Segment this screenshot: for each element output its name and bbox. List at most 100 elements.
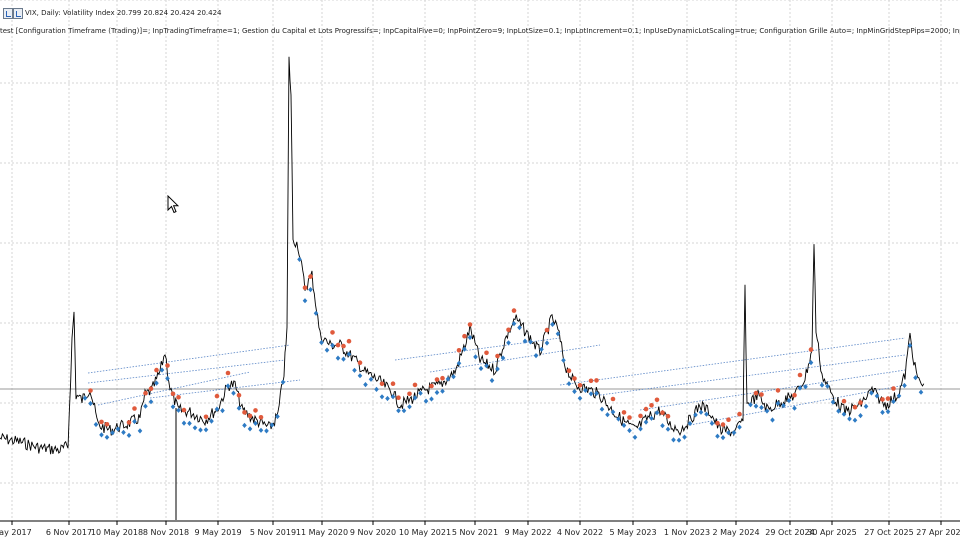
- sell-marker: [429, 383, 434, 389]
- sell-marker: [379, 381, 385, 387]
- sell-marker: [484, 350, 489, 356]
- grid-level-links: [87, 337, 906, 426]
- buy-marker: [82, 395, 88, 401]
- buy-marker: [88, 400, 93, 407]
- buy-marker: [841, 411, 847, 417]
- buy-marker: [891, 398, 896, 405]
- buy-marker: [671, 437, 676, 443]
- sell-marker: [858, 400, 863, 405]
- buy-marker: [858, 413, 863, 419]
- sell-marker: [737, 411, 742, 417]
- x-tick-label: 27 Apr 2026: [916, 528, 960, 537]
- x-tick-label: 11 May 2020: [296, 528, 348, 537]
- sell-marker: [462, 333, 467, 339]
- x-tick-label: 1 Nov 2023: [664, 528, 710, 537]
- buy-marker: [357, 373, 363, 379]
- buy-marker: [918, 389, 924, 395]
- buy-marker: [759, 404, 764, 411]
- x-tick-label: 27 Oct 2025: [864, 528, 913, 537]
- x-tick-label: 2 May 2024: [712, 528, 759, 537]
- sell-marker: [165, 363, 170, 368]
- buy-marker: [616, 416, 621, 422]
- buy-marker: [781, 402, 786, 409]
- sell-marker: [511, 308, 517, 313]
- sell-marker: [390, 381, 396, 387]
- x-tick-label: 10 May 2018: [91, 528, 143, 537]
- buy-marker: [104, 434, 110, 440]
- buy-marker: [418, 390, 423, 396]
- buy-marker: [121, 429, 126, 435]
- buy-marker: [341, 356, 346, 362]
- buy-marker: [907, 342, 913, 349]
- sell-marker: [775, 388, 781, 393]
- sell-marker: [346, 338, 352, 344]
- buy-marker: [803, 384, 808, 390]
- chart-header: VIX, Daily: Volatility Index 20.799 20.8…: [0, 0, 960, 40]
- buy-marker: [456, 360, 462, 366]
- sell-marker: [341, 343, 346, 349]
- buy-marker: [253, 420, 258, 426]
- buy-marker: [280, 379, 286, 385]
- indicator-icon[interactable]: [13, 8, 23, 19]
- sell-marker: [434, 377, 440, 382]
- sell-marker: [885, 396, 891, 401]
- sell-marker: [726, 417, 731, 423]
- buy-marker: [335, 355, 341, 361]
- sell-marker: [495, 353, 500, 359]
- buy-marker: [836, 408, 841, 414]
- buy-marker: [379, 394, 385, 400]
- chart-window-icon[interactable]: [3, 8, 13, 19]
- buy-marker: [385, 395, 390, 402]
- sell-marker: [841, 398, 847, 404]
- x-tick-label: 29 Oct 2024: [765, 528, 814, 537]
- sell-marker: [407, 391, 412, 397]
- buy-marker: [902, 382, 907, 389]
- buy-marker: [863, 403, 869, 409]
- buy-marker: [555, 331, 561, 337]
- buy-marker: [913, 375, 918, 381]
- grid-link-line: [87, 344, 291, 374]
- buy-marker: [126, 432, 132, 438]
- x-tick-label: 4 Nov 2022: [557, 528, 603, 537]
- buy-marker: [517, 325, 522, 331]
- buy-marker: [390, 394, 396, 400]
- buy-marker: [132, 418, 137, 425]
- buy-marker: [148, 399, 154, 405]
- buy-marker: [143, 403, 148, 409]
- x-tick-label: 5 Nov 2021: [452, 528, 498, 537]
- sell-marker: [247, 413, 253, 419]
- buy-marker: [797, 385, 803, 391]
- buy-marker: [627, 427, 632, 434]
- buy-marker: [632, 434, 638, 440]
- sell-marker: [792, 392, 797, 398]
- sell-marker: [242, 410, 247, 415]
- x-tick-label: 9 May 2022: [504, 528, 551, 537]
- buy-marker: [605, 412, 610, 418]
- buy-marker: [572, 388, 577, 395]
- buy-marker: [346, 351, 352, 357]
- chart-grid: [0, 0, 960, 521]
- buy-marker: [764, 408, 770, 414]
- sell-marker: [797, 372, 803, 378]
- x-tick-label: 6 Nov 2017: [46, 528, 92, 537]
- buy-marker: [269, 422, 275, 428]
- sell-marker: [572, 376, 577, 381]
- sell-marker: [594, 378, 599, 383]
- buy-marker: [649, 415, 654, 421]
- buy-marker: [429, 396, 434, 402]
- buy-marker: [170, 404, 176, 410]
- buy-marker: [324, 347, 330, 353]
- buy-marker: [847, 416, 852, 422]
- sell-marker: [170, 391, 176, 397]
- sell-marker: [588, 378, 594, 384]
- buy-marker: [187, 420, 192, 426]
- sell-marker: [126, 420, 132, 425]
- buy-marker: [896, 393, 902, 399]
- buy-marker: [159, 367, 165, 373]
- sell-marker: [808, 347, 814, 352]
- x-tick-label: 30 Apr 2025: [807, 528, 856, 537]
- buy-marker: [275, 413, 280, 420]
- buy-marker: [236, 405, 242, 411]
